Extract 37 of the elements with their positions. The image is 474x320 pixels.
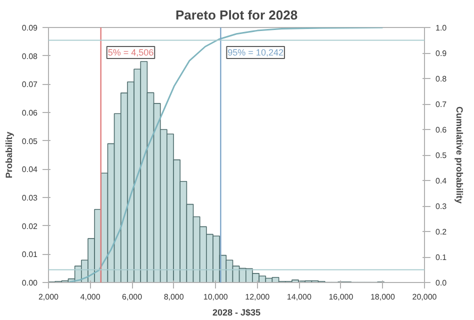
chart-title: Pareto Plot for 2028 <box>175 8 298 22</box>
y-tick-label: 0.03 <box>22 194 38 202</box>
x-tick-label: 4,000 <box>80 292 101 302</box>
y-tick-label: 0.08 <box>22 52 38 61</box>
y-tick-label: 0.06 <box>22 108 38 118</box>
x-tick-label: 14,000 <box>286 292 312 302</box>
y-tick-label: 0.01 <box>22 250 38 260</box>
y2-axis-title: Cumulative probability <box>454 106 465 204</box>
x-tick-label: 20,000 <box>412 292 438 302</box>
x-axis-title: 2028 - J$35 <box>212 308 261 318</box>
x-tick-label: 2,000 <box>38 292 60 302</box>
y-tick-label: 0.07 <box>22 80 38 90</box>
x-tick-label: 10,000 <box>203 292 228 302</box>
x-tick-label: 12,000 <box>245 292 270 302</box>
y-axis-title: Probability <box>4 132 14 178</box>
y2-tick-label: 0.2 <box>436 228 448 236</box>
y2-tick-label: 1.0 <box>436 24 448 32</box>
y-tick-label: 0.02 <box>22 222 38 231</box>
y2-tick-label: 0.4 <box>436 176 448 186</box>
y2-tick-label: 0.8 <box>436 74 448 84</box>
y2-tick-label: 0.9 <box>436 49 448 58</box>
ref-line-label: 5% = 4,506 <box>108 48 154 58</box>
y2-tick-label: 0.5 <box>436 151 448 160</box>
ref-line-label: 95% = 10,242 <box>228 48 284 58</box>
y2-tick-label: 0.7 <box>436 100 448 109</box>
y-tick-label: 0.05 <box>22 136 38 146</box>
y2-tick-label: 0.6 <box>436 126 448 134</box>
y-tick-label: 0.00 <box>22 278 38 288</box>
y-tick-label: 0.04 <box>22 165 38 174</box>
y-tick-label: 0.09 <box>22 24 38 32</box>
y2-tick-label: 0.3 <box>436 202 448 211</box>
x-tick-label: 18,000 <box>370 292 396 302</box>
y2-tick-label: 0.1 <box>436 253 448 262</box>
x-tick-label: 16,000 <box>328 292 354 302</box>
x-tick-label: 8,000 <box>164 292 184 302</box>
x-tick-label: 6,000 <box>122 292 143 302</box>
y2-tick-label: 0.0 <box>436 278 448 288</box>
